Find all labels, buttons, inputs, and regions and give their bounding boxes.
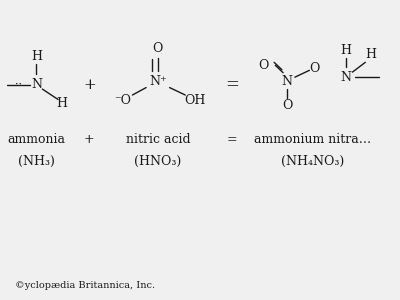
Text: (HNO₃): (HNO₃) xyxy=(134,155,182,168)
Text: +: + xyxy=(83,78,96,92)
Text: =: = xyxy=(225,76,239,93)
Text: N⁺: N⁺ xyxy=(149,75,167,88)
Text: H: H xyxy=(366,48,377,62)
Text: +: + xyxy=(84,133,95,146)
Text: ··: ·· xyxy=(15,80,22,90)
Text: (NH₄NO₃): (NH₄NO₃) xyxy=(281,155,344,168)
Text: ammonium nitra…: ammonium nitra… xyxy=(254,133,371,146)
Text: =: = xyxy=(227,133,238,146)
Text: N: N xyxy=(340,71,351,84)
Text: nitric acid: nitric acid xyxy=(126,133,190,146)
Text: O: O xyxy=(309,62,320,75)
Text: H: H xyxy=(340,44,351,57)
Text: H: H xyxy=(31,50,42,63)
Text: N: N xyxy=(282,75,292,88)
Text: O: O xyxy=(282,99,292,112)
Text: ammonia: ammonia xyxy=(8,133,66,146)
Text: OH: OH xyxy=(184,94,206,107)
Text: ©yclopædia Britannica, Inc.: ©yclopædia Britannica, Inc. xyxy=(15,281,155,290)
Text: (NH₃): (NH₃) xyxy=(18,155,55,168)
Text: O: O xyxy=(153,42,163,56)
Text: N: N xyxy=(31,78,42,91)
Text: ⁻O: ⁻O xyxy=(114,94,131,107)
Text: H: H xyxy=(56,98,68,110)
Text: O: O xyxy=(258,59,269,72)
